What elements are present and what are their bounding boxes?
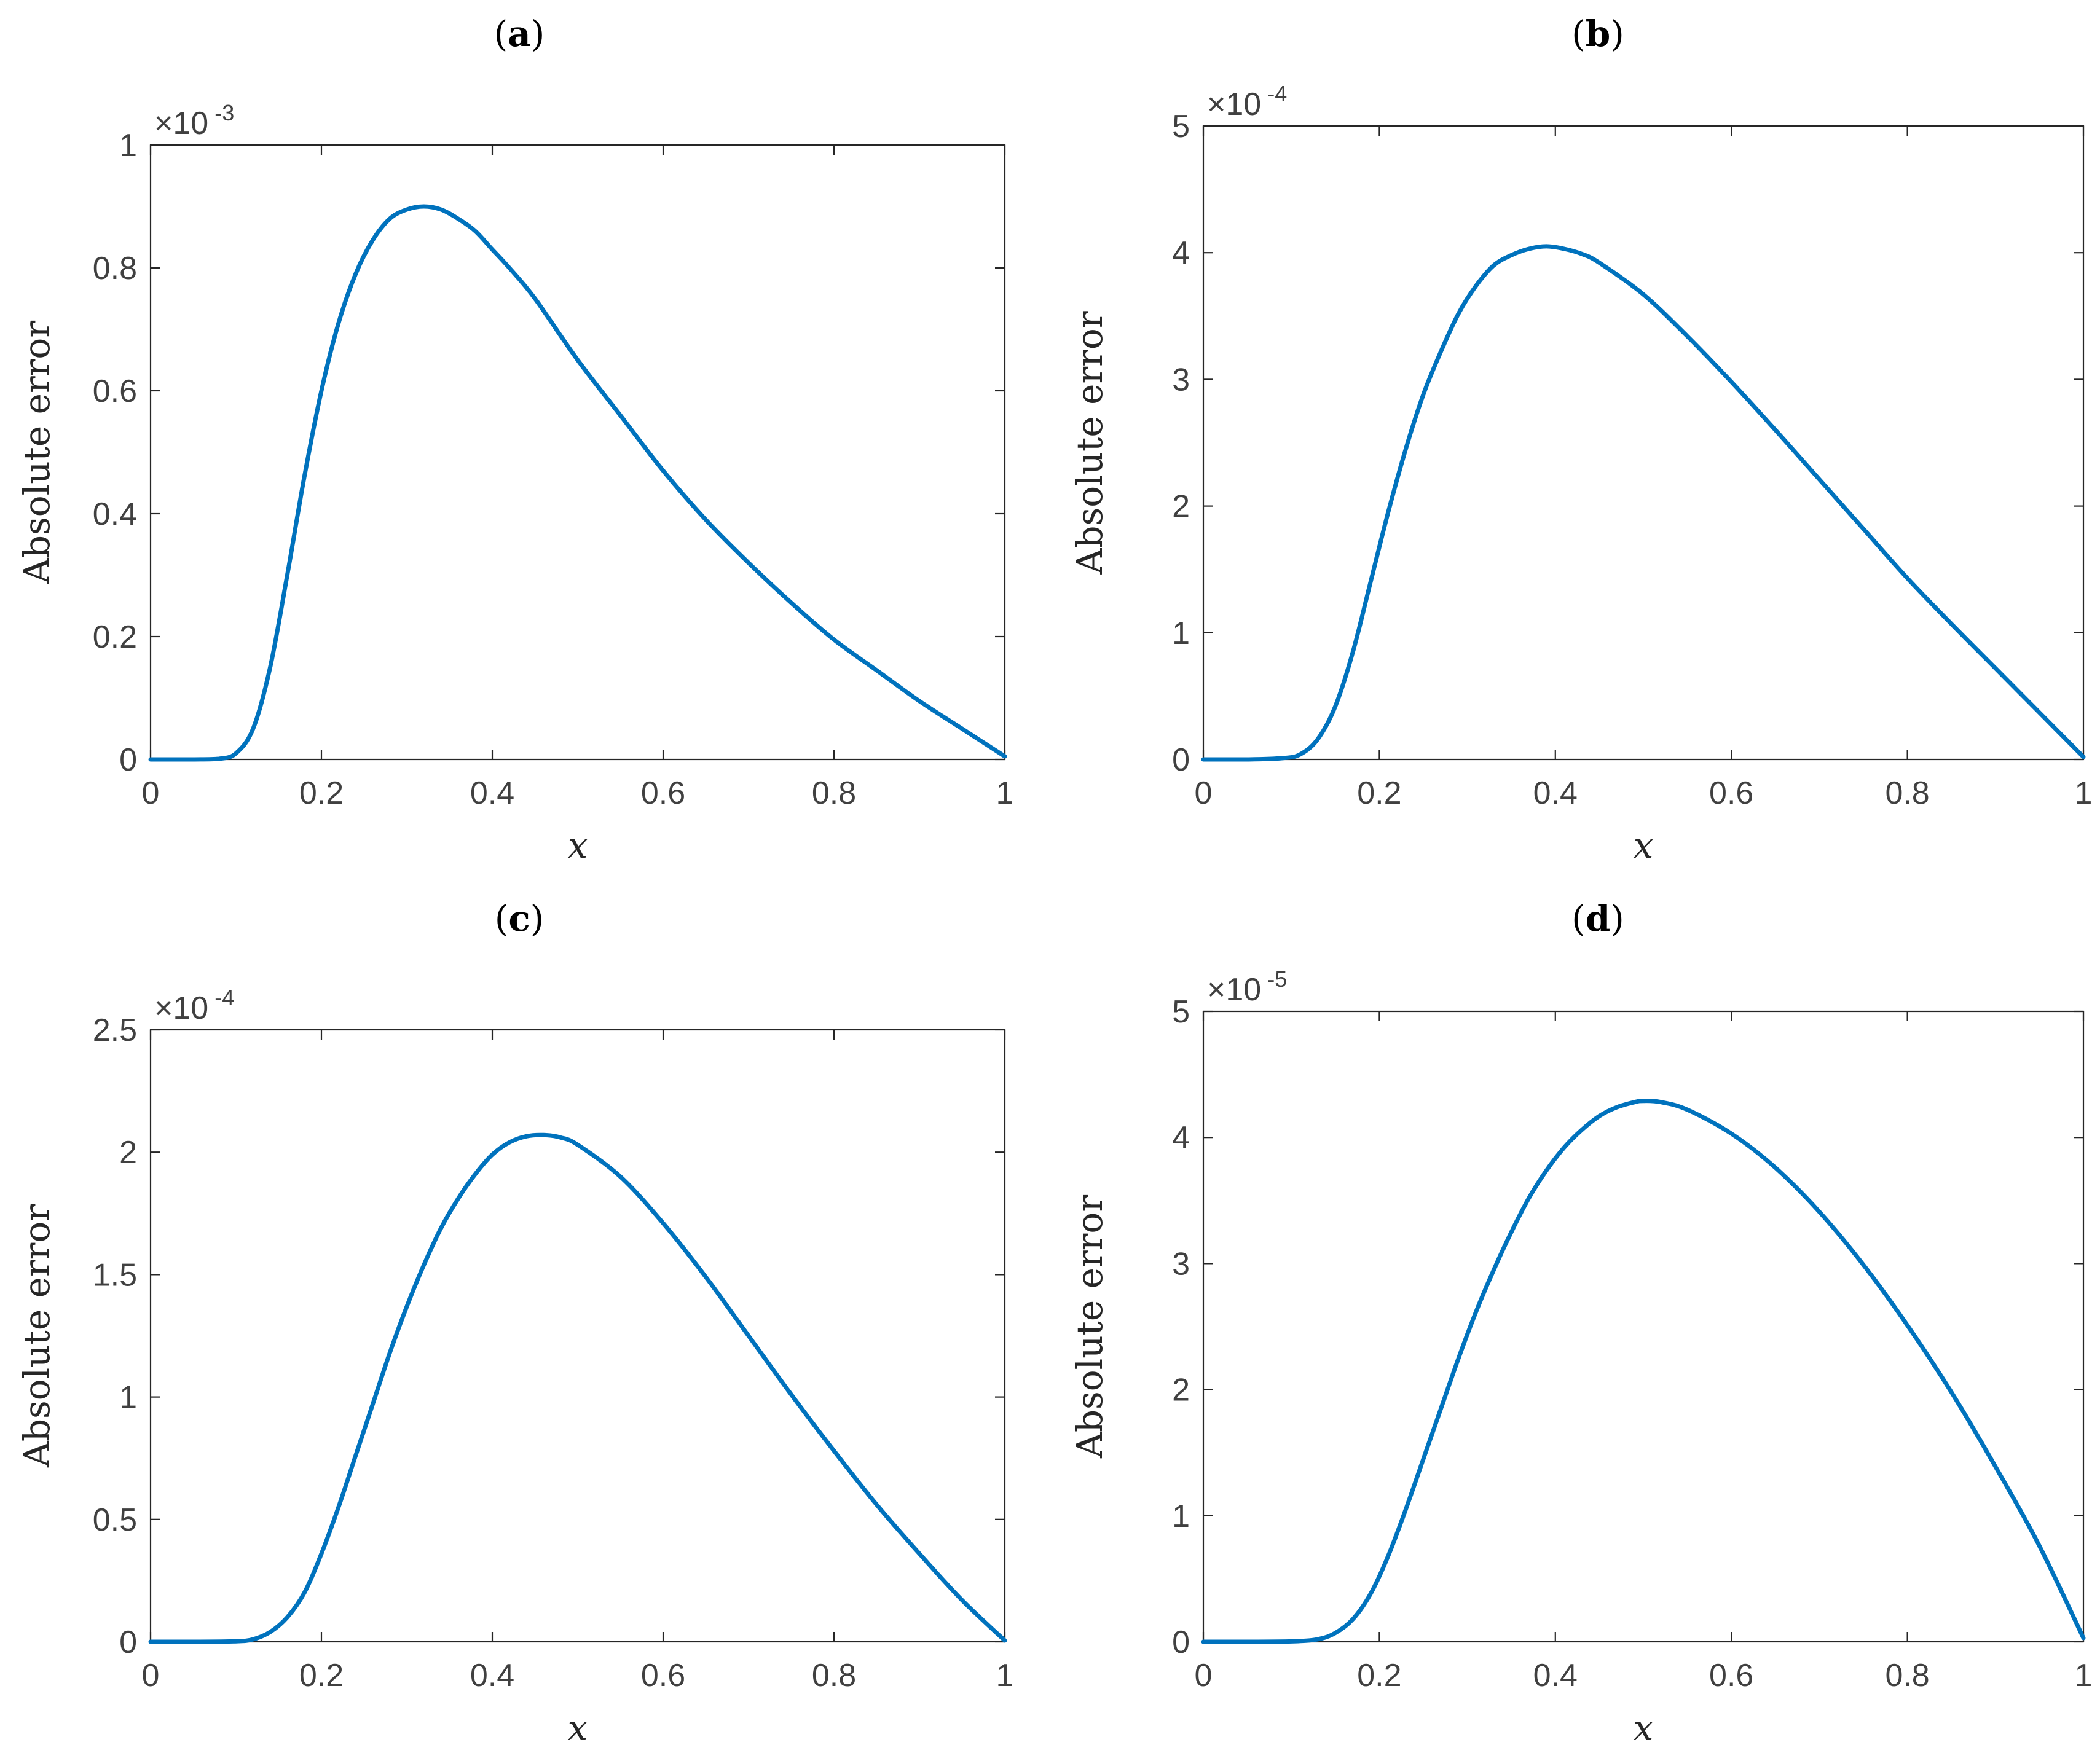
y-axis-label: Absolute error (16, 1204, 58, 1468)
panel-title: (b) (1571, 13, 1624, 55)
chart-panel-c: (c) 0 0.2 0.4 0.6 0.8 1 0 0.5 1 1.5 2 2.5 ×10 -4 Absol… (16, 898, 1013, 1749)
panel-title: (d) (1571, 898, 1624, 939)
y-exponent-label: ×10 -4 (154, 985, 234, 1026)
y-tick-label: 1.5 (93, 1257, 137, 1293)
x-tick-label: 0.4 (470, 1658, 514, 1693)
y-tick-label: 5 (1172, 109, 1190, 144)
panel-title: (a) (494, 13, 545, 55)
panel-title-close-paren: ) (531, 13, 545, 55)
axes-box (1202, 125, 2085, 761)
x-tick-label: 0.8 (1885, 775, 1929, 811)
y-tick-label: 0.2 (93, 619, 137, 655)
panel-title-close-paren: ) (1610, 898, 1624, 939)
panel-title-letter: b (1586, 13, 1611, 55)
x-tick-label: 0.4 (1533, 1658, 1578, 1693)
x-tick-label: 0.6 (1709, 775, 1753, 811)
series-line (1201, 1099, 2086, 1644)
y-tick-label: 1 (119, 128, 137, 163)
x-tick-label: 0.6 (1709, 1658, 1753, 1693)
x-tick-label: 0.6 (641, 1658, 685, 1693)
x-tick-label: 1 (996, 775, 1014, 811)
series-line (1201, 244, 2086, 762)
y-exponent-power: -4 (1261, 81, 1287, 106)
y-tick-label: 1 (1172, 616, 1190, 651)
x-tick-label: 0 (1195, 1658, 1213, 1693)
x-axis-label: x (1634, 825, 1654, 866)
x-tick-label: 0.2 (299, 1658, 344, 1693)
panel-title: (c) (495, 898, 545, 939)
series-line (148, 204, 1007, 762)
y-tick-label: 0 (1172, 742, 1190, 778)
y-exponent-power: -3 (208, 100, 234, 125)
y-exponent-base: ×10 (1207, 87, 1261, 122)
y-tick-label: 0 (119, 742, 137, 778)
y-tick-label: 0 (1172, 1625, 1190, 1660)
y-tick-label: 0.8 (93, 251, 137, 286)
panel-title-letter: c (508, 898, 530, 939)
y-exponent-base: ×10 (1207, 972, 1261, 1008)
chart-panel-d: (d) 0 0.2 0.4 0.6 0.8 1 0 1 2 3 4 5 ×10 -5 Absolute er… (1069, 898, 2092, 1749)
y-exponent-base: ×10 (154, 990, 208, 1026)
y-axis-label: Absolute error (1069, 1195, 1111, 1459)
y-exponent-base: ×10 (154, 106, 208, 141)
y-tick-label: 2 (1172, 489, 1190, 525)
y-tick-label: 4 (1172, 235, 1190, 271)
y-axis-label: Absolute error (1069, 311, 1111, 575)
chart-panel-a: (a) 0 0.2 0.4 0.6 0.8 1 0 0.2 0.4 0.6 0.8 1 ×10 -3 Abs… (16, 13, 1013, 866)
y-tick-label: 2 (119, 1135, 137, 1171)
y-tick-label: 1 (119, 1380, 137, 1416)
x-tick-label: 0.2 (299, 775, 344, 811)
y-tick-label: 5 (1172, 994, 1190, 1030)
x-tick-label: 0.8 (1885, 1658, 1929, 1693)
panel-title-letter: a (508, 13, 531, 55)
y-tick-label: 0.5 (93, 1502, 137, 1538)
panel-title-close-paren: ) (530, 898, 545, 939)
y-tick-label: 3 (1172, 362, 1190, 398)
y-exponent-power: -4 (208, 985, 234, 1010)
x-tick-label: 1 (2075, 775, 2093, 811)
x-tick-label: 0.6 (641, 775, 685, 811)
x-tick-label: 0.2 (1357, 775, 1401, 811)
y-exponent-label: ×10 -5 (1207, 967, 1287, 1008)
axes-box (1202, 1010, 2085, 1643)
y-axis-label: Absolute error (16, 321, 58, 584)
x-tick-label: 1 (2075, 1658, 2093, 1693)
y-tick-label: 4 (1172, 1120, 1190, 1156)
y-tick-label: 3 (1172, 1246, 1190, 1282)
y-tick-label: 2.5 (93, 1013, 137, 1048)
y-tick-label: 0 (119, 1625, 137, 1660)
panel-title-letter: d (1586, 898, 1611, 939)
panel-title-open-paren: ( (1571, 13, 1586, 55)
x-axis-label: x (568, 825, 588, 866)
y-exponent-label: ×10 -3 (154, 100, 234, 141)
y-tick-label: 0.6 (93, 374, 137, 409)
y-tick-label: 1 (1172, 1499, 1190, 1534)
y-tick-label: 2 (1172, 1373, 1190, 1408)
axes-box (149, 1029, 1006, 1643)
x-tick-label: 0.8 (812, 1658, 856, 1693)
panel-title-close-paren: ) (1610, 13, 1624, 55)
y-tick-label: 0.4 (93, 496, 137, 532)
panel-title-open-paren: ( (1571, 898, 1586, 939)
y-exponent-power: -5 (1261, 967, 1287, 992)
axes-box (149, 144, 1006, 761)
x-tick-label: 0.4 (1533, 775, 1578, 811)
chart-panel-b: (b) 0 0.2 0.4 0.6 0.8 1 0 1 2 3 4 5 ×10 -4 Absolute er… (1069, 13, 2092, 866)
x-axis-label: x (1634, 1707, 1654, 1749)
y-exponent-label: ×10 -4 (1207, 81, 1287, 122)
x-tick-label: 0 (142, 1658, 160, 1693)
x-tick-label: 1 (996, 1658, 1014, 1693)
x-tick-label: 0.8 (812, 775, 856, 811)
x-tick-label: 0.4 (470, 775, 514, 811)
panel-title-open-paren: ( (494, 13, 508, 55)
x-tick-label: 0 (1195, 775, 1213, 811)
x-axis-label: x (568, 1707, 588, 1749)
series-line (148, 1132, 1007, 1644)
x-tick-label: 0.2 (1357, 1658, 1401, 1693)
x-tick-label: 0 (142, 775, 160, 811)
panel-title-open-paren: ( (495, 898, 509, 939)
